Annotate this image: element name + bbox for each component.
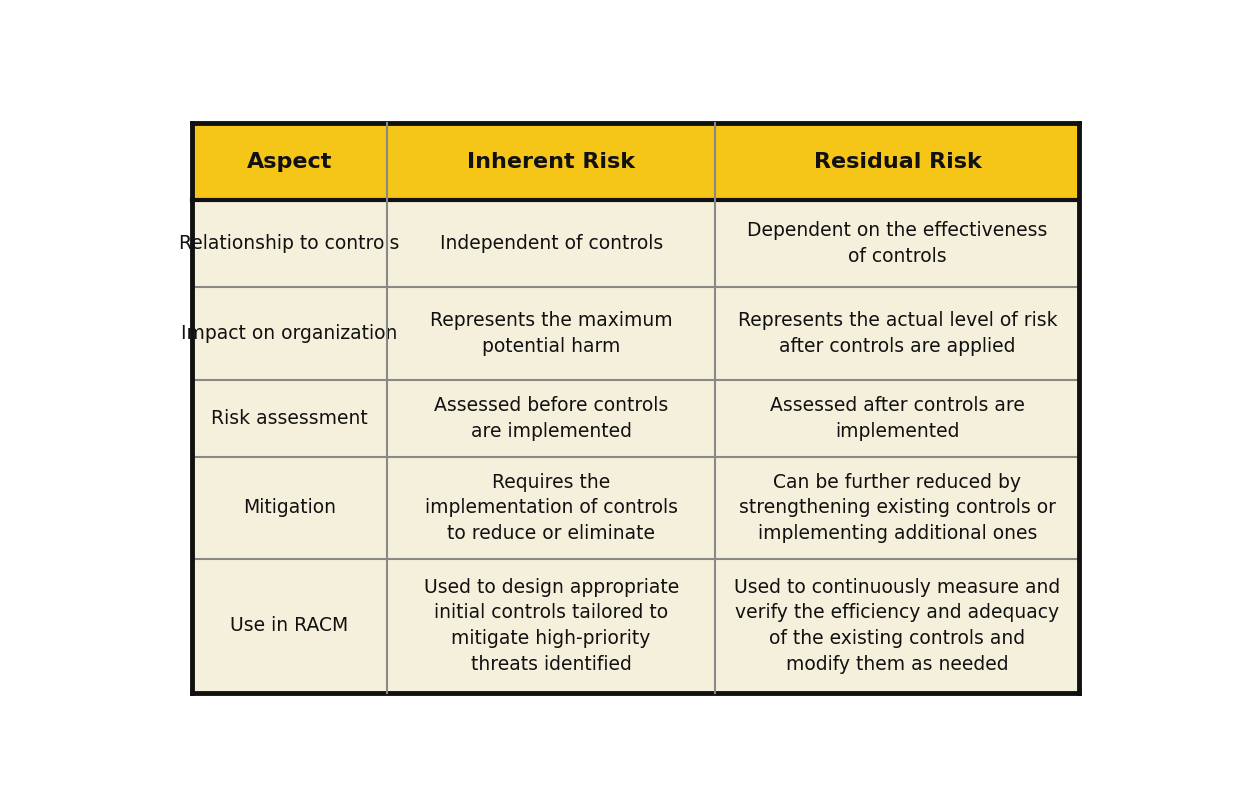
Text: Inherent Risk: Inherent Risk — [467, 152, 635, 172]
Bar — [387, 457, 715, 558]
Text: Impact on organization: Impact on organization — [181, 324, 397, 343]
Text: Dependent on the effectiveness
of controls: Dependent on the effectiveness of contro… — [748, 221, 1048, 266]
Bar — [191, 558, 387, 693]
Text: Residual Risk: Residual Risk — [813, 152, 981, 172]
Text: Can be further reduced by
strengthening existing controls or
implementing additi: Can be further reduced by strengthening … — [739, 473, 1056, 543]
Text: Mitigation: Mitigation — [243, 499, 336, 517]
Text: Assessed after controls are
implemented: Assessed after controls are implemented — [770, 396, 1025, 441]
Bar — [715, 380, 1080, 457]
Bar — [715, 123, 1080, 200]
Bar — [387, 200, 715, 287]
Bar — [191, 457, 387, 558]
Bar — [715, 200, 1080, 287]
Text: Requires the
implementation of controls
to reduce or eliminate: Requires the implementation of controls … — [424, 473, 677, 543]
Bar — [387, 123, 715, 200]
Bar — [387, 380, 715, 457]
Text: Represents the maximum
potential harm: Represents the maximum potential harm — [430, 311, 672, 356]
Bar — [715, 558, 1080, 693]
Bar — [191, 380, 387, 457]
Bar — [191, 200, 387, 287]
Text: Used to continuously measure and
verify the efficiency and adequacy
of the exist: Used to continuously measure and verify … — [734, 578, 1060, 674]
Text: Independent of controls: Independent of controls — [439, 234, 662, 253]
Bar — [715, 457, 1080, 558]
Text: Aspect: Aspect — [247, 152, 332, 172]
Bar — [191, 123, 387, 200]
Text: Risk assessment: Risk assessment — [211, 409, 367, 428]
Bar — [715, 287, 1080, 380]
Bar — [387, 287, 715, 380]
Bar — [387, 558, 715, 693]
Text: Used to design appropriate
initial controls tailored to
mitigate high-priority
t: Used to design appropriate initial contr… — [424, 578, 678, 674]
Text: Relationship to controls: Relationship to controls — [179, 234, 399, 253]
Text: Use in RACM: Use in RACM — [231, 617, 348, 635]
Bar — [191, 287, 387, 380]
Text: Assessed before controls
are implemented: Assessed before controls are implemented — [434, 396, 668, 441]
Text: Represents the actual level of risk
after controls are applied: Represents the actual level of risk afte… — [738, 311, 1058, 356]
